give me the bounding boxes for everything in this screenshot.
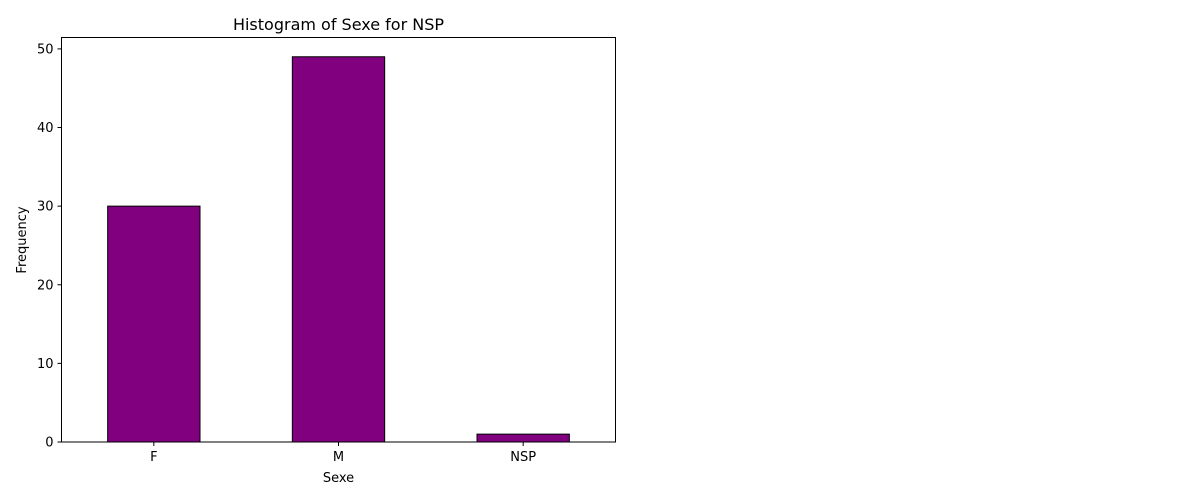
bar-m xyxy=(291,56,386,443)
chart-title: Histogram of Sexe for NSP xyxy=(233,15,444,34)
y-axis-label: Frequency xyxy=(15,206,30,273)
x-tick-label: M xyxy=(333,450,344,465)
y-tick-label: 20 xyxy=(37,278,54,293)
y-tick-label: 50 xyxy=(37,42,54,57)
x-tick-label: NSP xyxy=(510,450,536,465)
plot-frame xyxy=(61,37,616,443)
bars-group xyxy=(107,56,570,443)
bar-f xyxy=(107,205,201,443)
y-tick-label: 0 xyxy=(45,436,53,451)
y-tick-label: 10 xyxy=(37,357,54,372)
y-tick-label: 30 xyxy=(37,200,54,215)
bar-nsp xyxy=(476,433,570,443)
x-axis: F M NSP xyxy=(150,442,536,465)
x-axis-label: Sexe xyxy=(323,471,354,486)
y-tick-label: 40 xyxy=(37,121,54,136)
y-axis: 0 10 20 30 40 50 xyxy=(37,42,62,451)
x-tick-label: F xyxy=(150,450,157,465)
